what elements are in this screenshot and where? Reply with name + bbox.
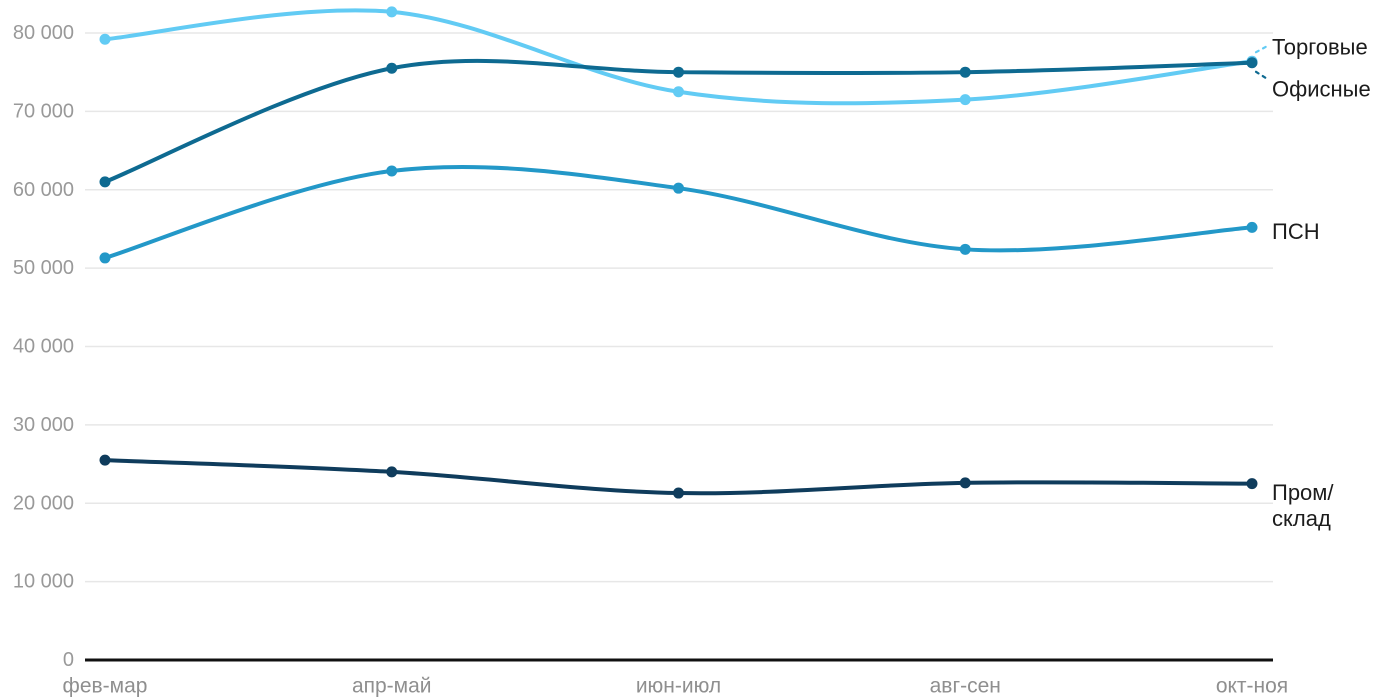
y-axis-tick-label: 0 xyxy=(63,649,74,671)
data-point-office xyxy=(99,176,111,188)
data-point-retail xyxy=(959,94,971,106)
series-label-industrial: склад xyxy=(1272,506,1331,531)
data-point-psn xyxy=(386,165,398,177)
series-label-industrial: Пром/ xyxy=(1272,480,1334,505)
y-axis-tick-label: 30 000 xyxy=(13,414,74,436)
data-point-psn xyxy=(99,252,111,264)
data-point-retail xyxy=(99,33,111,45)
x-axis-label: авг-сен xyxy=(930,675,1001,698)
data-point-retail xyxy=(673,86,684,98)
y-axis-tick-label: 50 000 xyxy=(13,257,74,279)
y-axis-tick-label: 10 000 xyxy=(13,571,74,593)
data-point-psn xyxy=(959,243,971,255)
data-point-office xyxy=(386,62,398,74)
data-point-industrial xyxy=(959,477,971,489)
data-point-psn xyxy=(673,182,684,194)
data-point-industrial xyxy=(99,454,111,466)
data-point-industrial xyxy=(386,466,398,478)
series-label-psn: ПСН xyxy=(1272,219,1320,244)
x-axis-label: окт-ноя xyxy=(1216,675,1288,698)
y-axis-tick-label: 20 000 xyxy=(13,492,74,514)
y-axis-tick-label: 60 000 xyxy=(13,179,74,201)
y-axis-tick-label: 70 000 xyxy=(13,100,74,122)
data-point-industrial xyxy=(1246,478,1258,490)
label-leader-retail xyxy=(1254,45,1269,54)
data-point-office xyxy=(959,66,971,78)
x-axis-label: июн-июл xyxy=(636,675,721,698)
data-point-office xyxy=(1246,57,1258,69)
data-point-office xyxy=(673,66,684,78)
x-axis-label: фев-мар xyxy=(63,675,148,698)
series-label-office: Офисные xyxy=(1272,76,1371,101)
series-line-psn xyxy=(103,164,1254,260)
data-point-retail xyxy=(386,6,398,18)
y-axis-tick-label: 40 000 xyxy=(13,336,74,358)
y-axis-tick-label: 80 000 xyxy=(13,22,74,44)
x-axis-label: апр-май xyxy=(352,675,432,698)
data-point-industrial xyxy=(673,487,684,499)
label-leader-office xyxy=(1254,70,1269,80)
series-label-retail: Торговые xyxy=(1272,35,1368,60)
data-point-psn xyxy=(1246,221,1258,233)
series-line-office xyxy=(103,58,1254,184)
